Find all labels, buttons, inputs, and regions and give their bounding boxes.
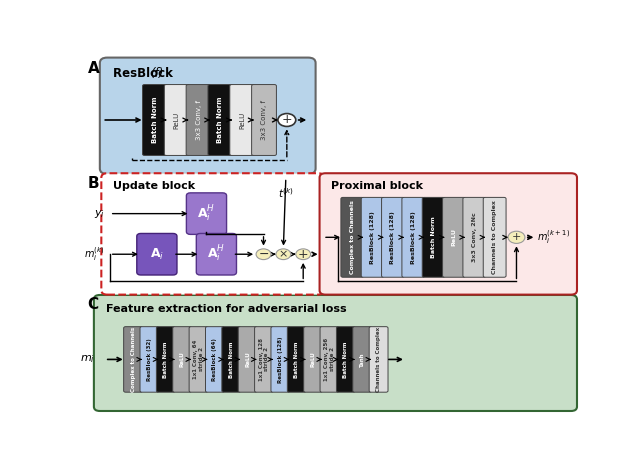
FancyBboxPatch shape — [205, 327, 225, 392]
FancyBboxPatch shape — [369, 327, 388, 392]
Circle shape — [276, 249, 291, 259]
FancyBboxPatch shape — [341, 197, 364, 277]
Text: A: A — [88, 61, 99, 76]
FancyBboxPatch shape — [422, 197, 445, 277]
Text: ResBlock: ResBlock — [113, 67, 177, 80]
Text: $y_i$: $y_i$ — [94, 208, 105, 219]
Text: ResBlock (64): ResBlock (64) — [212, 338, 218, 381]
Text: Batch Norm: Batch Norm — [218, 97, 223, 143]
FancyBboxPatch shape — [124, 327, 143, 392]
Text: Complex to Channels: Complex to Channels — [131, 327, 136, 392]
Text: $m_i^{(k+1)}$: $m_i^{(k+1)}$ — [538, 228, 571, 246]
Text: $\mathbf{A}_i$: $\mathbf{A}_i$ — [150, 246, 164, 262]
Text: Update block: Update block — [113, 181, 195, 191]
Text: 1x1 Conv, 128
stride 2: 1x1 Conv, 128 stride 2 — [259, 338, 269, 381]
FancyBboxPatch shape — [100, 58, 316, 174]
FancyBboxPatch shape — [402, 197, 425, 277]
FancyBboxPatch shape — [287, 327, 306, 392]
Text: Batch Norm: Batch Norm — [228, 341, 234, 378]
FancyBboxPatch shape — [164, 85, 189, 155]
FancyBboxPatch shape — [271, 327, 290, 392]
FancyBboxPatch shape — [319, 173, 577, 295]
FancyBboxPatch shape — [196, 233, 237, 275]
FancyBboxPatch shape — [208, 85, 233, 155]
Text: +: + — [282, 113, 292, 126]
Text: ReLU: ReLU — [310, 352, 316, 367]
Text: 1x1 Conv, 64
stride 2: 1x1 Conv, 64 stride 2 — [193, 340, 204, 379]
Text: C: C — [88, 298, 99, 312]
Text: ResBlock (128): ResBlock (128) — [278, 336, 283, 383]
Text: ResBlock (128): ResBlock (128) — [411, 211, 416, 264]
Text: Proximal block: Proximal block — [332, 181, 424, 191]
Text: Batch Norm: Batch Norm — [294, 341, 300, 378]
Text: Batch Norm: Batch Norm — [163, 341, 168, 378]
Text: Channels to Complex: Channels to Complex — [376, 327, 381, 392]
FancyBboxPatch shape — [186, 85, 211, 155]
Circle shape — [278, 113, 296, 126]
Circle shape — [256, 249, 271, 259]
FancyBboxPatch shape — [222, 327, 241, 392]
FancyBboxPatch shape — [186, 193, 227, 234]
Text: ×: × — [278, 249, 288, 259]
Text: +: + — [512, 232, 521, 242]
Text: Batch Norm: Batch Norm — [343, 341, 348, 378]
Text: Channels to Complex: Channels to Complex — [492, 200, 497, 274]
FancyBboxPatch shape — [337, 327, 355, 392]
FancyBboxPatch shape — [101, 173, 324, 295]
Text: B: B — [88, 176, 99, 191]
Text: 3x3 Conv, f: 3x3 Conv, f — [196, 100, 202, 140]
FancyBboxPatch shape — [137, 233, 177, 275]
Text: Complex to Channels: Complex to Channels — [350, 200, 355, 274]
FancyBboxPatch shape — [94, 295, 577, 411]
FancyBboxPatch shape — [463, 197, 486, 277]
Text: −: − — [259, 248, 269, 261]
Text: ReLU: ReLU — [451, 228, 456, 246]
Circle shape — [296, 249, 310, 259]
FancyBboxPatch shape — [173, 327, 191, 392]
Text: ResBlock (128): ResBlock (128) — [390, 211, 396, 264]
FancyBboxPatch shape — [483, 197, 506, 277]
FancyBboxPatch shape — [140, 327, 159, 392]
FancyBboxPatch shape — [353, 327, 372, 392]
Text: 3x3 Conv, f: 3x3 Conv, f — [261, 100, 267, 140]
Text: ReLU: ReLU — [180, 352, 185, 367]
FancyBboxPatch shape — [143, 85, 167, 155]
FancyBboxPatch shape — [255, 327, 273, 392]
Text: Batch Norm: Batch Norm — [431, 216, 436, 258]
Text: ReLU: ReLU — [173, 112, 180, 129]
Text: $\mathbf{A}_i^H$: $\mathbf{A}_i^H$ — [207, 244, 225, 265]
FancyBboxPatch shape — [252, 85, 276, 155]
FancyBboxPatch shape — [320, 327, 339, 392]
FancyBboxPatch shape — [304, 327, 323, 392]
Text: +: + — [298, 248, 308, 261]
FancyBboxPatch shape — [156, 327, 175, 392]
Text: ReLU: ReLU — [245, 352, 250, 367]
Text: Tanh: Tanh — [360, 352, 365, 367]
FancyBboxPatch shape — [189, 327, 208, 392]
Text: Batch Norm: Batch Norm — [152, 97, 158, 143]
Text: ResBlock (128): ResBlock (128) — [370, 211, 375, 264]
Text: ReLU: ReLU — [239, 112, 245, 129]
FancyBboxPatch shape — [361, 197, 384, 277]
Text: $t^{(k)}$: $t^{(k)}$ — [278, 186, 294, 200]
FancyBboxPatch shape — [381, 197, 404, 277]
Text: (f): (f) — [150, 67, 163, 80]
Text: 3x3 Conv, 2Nc: 3x3 Conv, 2Nc — [472, 213, 477, 262]
Text: $m_i^{(k)}$: $m_i^{(k)}$ — [84, 246, 105, 263]
FancyBboxPatch shape — [230, 85, 255, 155]
Text: $\mathbf{A}_i^H$: $\mathbf{A}_i^H$ — [197, 204, 216, 224]
Circle shape — [508, 231, 525, 243]
Text: Feature extraction for adversarial loss: Feature extraction for adversarial loss — [106, 304, 346, 313]
Text: $m_i$: $m_i$ — [80, 353, 95, 365]
Text: 1x1 Conv, 256
stride 2: 1x1 Conv, 256 stride 2 — [324, 338, 335, 381]
FancyBboxPatch shape — [238, 327, 257, 392]
Text: ResBlock (32): ResBlock (32) — [147, 338, 152, 381]
FancyBboxPatch shape — [443, 197, 465, 277]
